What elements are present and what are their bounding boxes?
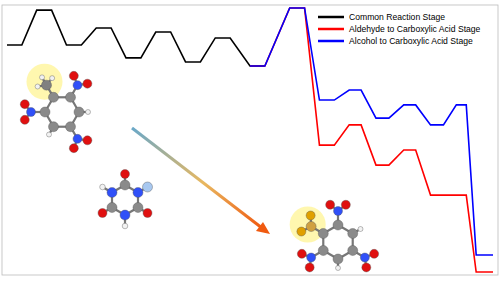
atom bbox=[27, 108, 36, 117]
atom bbox=[98, 209, 107, 218]
atom bbox=[74, 107, 84, 117]
atom bbox=[297, 249, 306, 258]
atom bbox=[69, 71, 78, 80]
atom bbox=[73, 134, 82, 143]
atom bbox=[100, 184, 106, 190]
atom bbox=[20, 115, 29, 124]
atom bbox=[143, 209, 152, 218]
plot-frame bbox=[2, 5, 498, 275]
atom bbox=[133, 188, 143, 198]
atom bbox=[83, 136, 92, 145]
arrow bbox=[132, 128, 262, 228]
atom bbox=[306, 211, 315, 220]
atom bbox=[362, 263, 371, 272]
atom bbox=[326, 200, 335, 209]
atom bbox=[341, 200, 350, 209]
legend-label: Aldehyde to Carboxylic Acid Stage bbox=[349, 24, 481, 34]
plot-area bbox=[7, 8, 493, 272]
series-line bbox=[250, 8, 493, 255]
atom bbox=[49, 92, 59, 102]
atom bbox=[297, 227, 306, 236]
molecules bbox=[20, 64, 378, 272]
atom bbox=[348, 229, 358, 239]
chart: Common Reaction Stage Aldehyde to Carboxy… bbox=[0, 0, 500, 281]
atom bbox=[121, 170, 130, 179]
atom bbox=[120, 180, 130, 190]
atom bbox=[334, 207, 343, 216]
atom bbox=[318, 229, 328, 239]
atom bbox=[120, 210, 130, 220]
atom bbox=[358, 227, 363, 232]
atom bbox=[336, 266, 341, 271]
atom bbox=[333, 220, 343, 230]
atom bbox=[348, 246, 358, 256]
atom bbox=[40, 75, 45, 80]
atom bbox=[370, 249, 379, 258]
atom bbox=[50, 76, 55, 81]
atom bbox=[35, 84, 40, 89]
atom bbox=[133, 203, 143, 213]
legend-label: Alcohol to Carboxylic Acid Stage bbox=[349, 36, 473, 46]
legend-swatch bbox=[318, 16, 344, 19]
series-line bbox=[7, 10, 265, 66]
atom bbox=[143, 182, 153, 192]
atom bbox=[83, 79, 92, 88]
atom bbox=[86, 110, 91, 115]
legend-swatch bbox=[318, 28, 344, 31]
atom bbox=[318, 246, 328, 256]
atom bbox=[107, 203, 117, 213]
series-line bbox=[250, 8, 493, 272]
arrow-head bbox=[256, 222, 270, 234]
atom bbox=[66, 122, 76, 132]
atom bbox=[66, 92, 76, 102]
atom bbox=[307, 253, 316, 262]
atom bbox=[122, 223, 128, 229]
atom bbox=[73, 81, 82, 90]
atom bbox=[42, 80, 52, 90]
atom bbox=[360, 253, 369, 262]
atom bbox=[333, 254, 343, 264]
atom bbox=[107, 188, 117, 198]
atom bbox=[40, 107, 50, 117]
atom bbox=[69, 144, 78, 153]
atom bbox=[305, 263, 314, 272]
atom bbox=[306, 222, 316, 232]
atom bbox=[47, 132, 52, 137]
legend-label: Common Reaction Stage bbox=[349, 12, 445, 22]
atom bbox=[49, 122, 59, 132]
legend-swatch bbox=[318, 40, 344, 43]
atom bbox=[20, 100, 29, 109]
legend: Common Reaction Stage Aldehyde to Carboxy… bbox=[318, 12, 481, 46]
